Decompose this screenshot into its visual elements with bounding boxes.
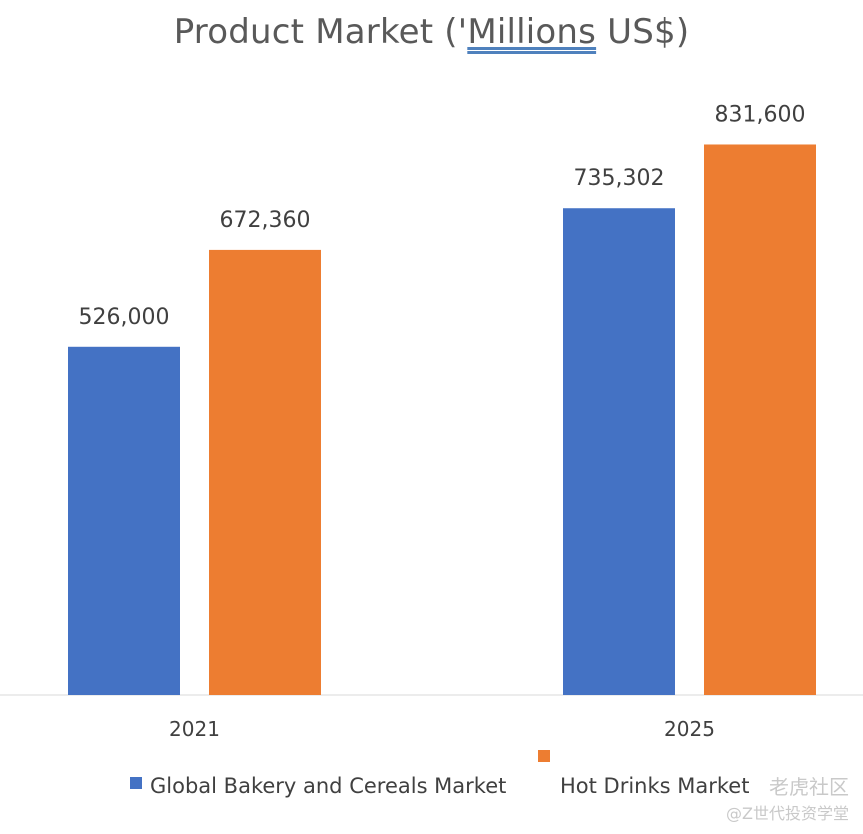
watermark: 老虎社区 @Z世代投资学堂	[726, 772, 849, 826]
legend-label-1: Global Bakery and Cereals Market	[150, 774, 506, 798]
watermark-line-2: @Z世代投资学堂	[726, 804, 849, 823]
bar-2025-2	[704, 144, 816, 695]
chart-title: Product Market ('Millions US$)	[0, 12, 863, 52]
data-label-2021-2: 672,360	[220, 208, 311, 233]
chart-title-suffix: US$)	[596, 12, 690, 52]
chart-title-prefix: Product Market ('	[173, 12, 468, 52]
x-tick-label-2021: 2021	[169, 717, 220, 741]
bar-2021-1	[68, 346, 180, 695]
bar-2021-2	[209, 249, 321, 695]
x-tick-label-2025: 2025	[664, 717, 715, 741]
data-label-2025-1: 735,302	[574, 166, 665, 191]
data-label-2025-2: 831,600	[715, 102, 806, 127]
legend-marker-1	[130, 777, 142, 789]
legend-label-2: Hot Drinks Market	[560, 774, 749, 798]
bar-2025-1	[563, 208, 675, 695]
legend-marker-2	[538, 750, 550, 762]
watermark-line-1: 老虎社区	[769, 775, 849, 799]
chart-title-underlined: Millions	[467, 12, 597, 52]
data-label-2021-1: 526,000	[79, 305, 170, 330]
